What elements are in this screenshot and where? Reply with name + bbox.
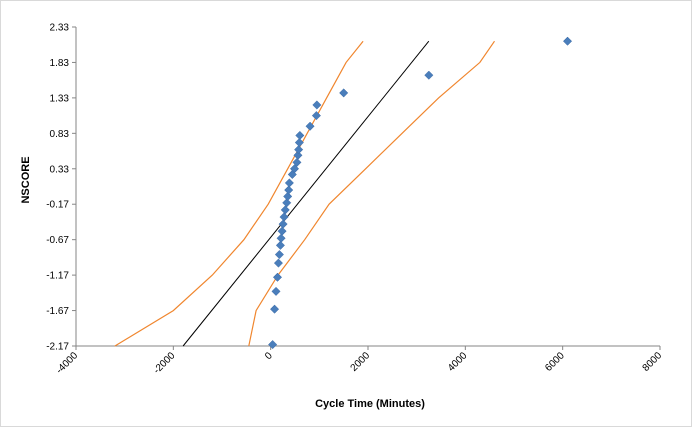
series-layer xyxy=(114,36,573,350)
x-ticks: -4000 -2000 0 2000 4000 6000 8000 xyxy=(54,346,664,376)
data-point xyxy=(294,145,304,155)
y-axis-title: NSCORE xyxy=(20,156,32,203)
x-tick-label: 2000 xyxy=(349,350,373,374)
y-tick-label: 0.33 xyxy=(50,164,70,175)
data-point xyxy=(273,258,284,268)
x-tick-label: 0 xyxy=(263,350,275,362)
data-point xyxy=(339,88,349,98)
data-point xyxy=(283,191,293,201)
data-point xyxy=(424,70,434,80)
fit-line xyxy=(182,40,430,347)
x-tick-label: 6000 xyxy=(543,350,567,374)
x-tick-label: -2000 xyxy=(152,350,178,376)
data-point xyxy=(293,150,303,160)
y-tick-label: -2.17 xyxy=(46,342,69,353)
y-tick-label: 0.83 xyxy=(50,129,70,140)
x-tick-label: -4000 xyxy=(54,350,80,376)
x-tick-label: 8000 xyxy=(641,350,665,374)
data-point xyxy=(284,178,294,188)
y-tick-label: -1.17 xyxy=(46,271,69,282)
data-point xyxy=(295,130,305,141)
data-point xyxy=(289,164,300,174)
data-point xyxy=(311,111,321,121)
data-point xyxy=(284,185,294,195)
data-point xyxy=(278,219,288,229)
data-point xyxy=(280,205,290,215)
y-tick-label: 2.33 xyxy=(50,23,70,34)
y-tick-label: 1.83 xyxy=(50,58,70,69)
data-point xyxy=(277,226,287,236)
upper-confidence-bound xyxy=(248,40,495,347)
data-point xyxy=(271,286,281,296)
y-tick-label: 1.33 xyxy=(50,93,70,104)
data-point xyxy=(279,212,289,222)
data-point xyxy=(272,272,283,282)
data-point xyxy=(292,157,302,167)
data-point xyxy=(276,233,286,243)
x-tick-label: 4000 xyxy=(446,350,470,374)
lower-confidence-bound xyxy=(114,40,364,347)
y-tick-label: -1.67 xyxy=(46,306,69,317)
y-ticks: -2.17 -1.67 -1.17 -0.67 -0.17 0.33 0.83 1.33 1.8… xyxy=(46,23,76,353)
data-point xyxy=(312,100,322,110)
data-point xyxy=(268,340,278,350)
data-point xyxy=(274,249,284,260)
data-point xyxy=(282,198,292,208)
data-point xyxy=(270,304,280,314)
y-tick-label: -0.17 xyxy=(46,200,69,211)
data-point xyxy=(305,121,315,131)
y-tick-label: -0.67 xyxy=(46,235,69,246)
data-point xyxy=(294,137,304,148)
x-axis-title: Cycle Time (Minutes) xyxy=(315,398,425,410)
data-point xyxy=(275,240,285,250)
data-point xyxy=(562,36,573,46)
